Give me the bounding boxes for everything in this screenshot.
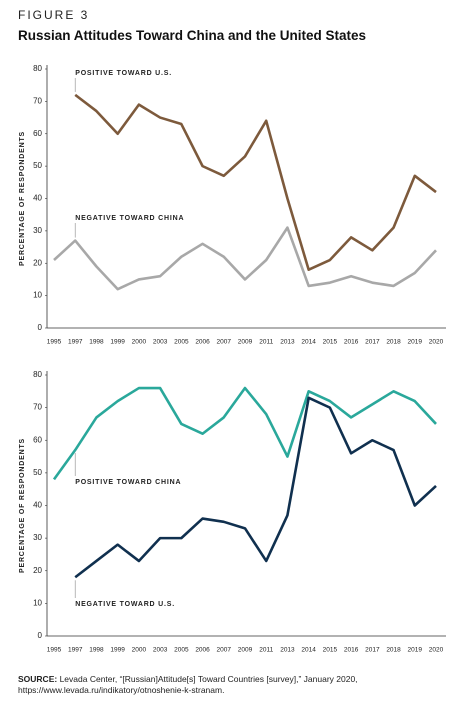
series-label: POSITIVE TOWARD U.S. (75, 70, 172, 77)
x-tick-label: 2009 (238, 339, 253, 346)
y-tick-label: 70 (33, 96, 42, 105)
series-label: NEGATIVE TOWARD CHINA (75, 215, 184, 222)
series-label: POSITIVE TOWARD CHINA (75, 479, 181, 486)
series-line (53, 226, 437, 291)
source-label: SOURCE: (18, 674, 58, 684)
x-tick-label: 1995 (47, 647, 62, 654)
y-tick-label: 20 (33, 566, 42, 575)
x-tick-label: 2000 (132, 647, 147, 654)
x-tick-label: 1997 (68, 647, 83, 654)
x-tick-label: 2015 (323, 339, 338, 346)
y-tick-label: 60 (33, 129, 42, 138)
x-tick-label: 2007 (217, 339, 232, 346)
x-tick-label: 2017 (365, 339, 380, 346)
y-axis-label: PERCENTAGE OF RESPONDENTS (19, 438, 26, 573)
x-tick-label: 1995 (47, 339, 62, 346)
x-tick-label: 2020 (429, 647, 444, 654)
x-tick-label: 2018 (386, 339, 401, 346)
x-tick-label: 2014 (301, 339, 316, 346)
y-tick-label: 50 (33, 161, 42, 170)
y-tick-label: 80 (33, 64, 42, 73)
x-tick-label: 2015 (323, 647, 338, 654)
source: SOURCE: Levada Center, “[Russian]Attitud… (18, 674, 458, 696)
x-tick-label: 1999 (110, 339, 125, 346)
x-tick-label: 1999 (110, 647, 125, 654)
y-tick-label: 10 (33, 598, 42, 607)
x-tick-label: 2016 (344, 339, 359, 346)
x-tick-label: 2005 (174, 339, 189, 346)
x-tick-label: 2011 (259, 647, 273, 654)
x-tick-label: 2014 (301, 647, 316, 654)
y-tick-label: 50 (33, 468, 42, 477)
y-tick-label: 10 (33, 291, 42, 300)
x-tick-label: 1998 (89, 647, 104, 654)
x-tick-label: 1997 (68, 339, 83, 346)
x-tick-label: 2009 (238, 647, 253, 654)
y-axis-label: PERCENTAGE OF RESPONDENTS (19, 131, 26, 266)
y-tick-label: 40 (33, 501, 42, 510)
y-tick-label: 40 (33, 194, 42, 203)
y-tick-label: 0 (38, 631, 43, 640)
figure-label: FIGURE 3 (18, 8, 90, 22)
y-tick-label: 30 (33, 533, 42, 542)
y-tick-label: 0 (38, 323, 43, 332)
x-tick-label: 2020 (429, 339, 444, 346)
x-tick-label: 2019 (408, 339, 423, 346)
x-tick-label: 1998 (89, 339, 104, 346)
series-line (52, 386, 437, 481)
x-tick-label: 2017 (365, 647, 380, 654)
x-tick-label: 2019 (408, 647, 423, 654)
x-tick-label: 2005 (174, 647, 189, 654)
x-tick-label: 2006 (195, 339, 210, 346)
source-text: Levada Center, “[Russian]Attitude[s] Tow… (18, 674, 358, 695)
series-label: NEGATIVE TOWARD U.S. (75, 601, 175, 608)
x-tick-label: 2000 (132, 339, 147, 346)
x-tick-label: 2018 (386, 647, 401, 654)
y-tick-label: 80 (33, 370, 42, 379)
y-tick-label: 20 (33, 258, 42, 267)
title: Russian Attitudes Toward China and the U… (18, 28, 367, 43)
x-tick-label: 2003 (153, 339, 168, 346)
x-tick-label: 2013 (280, 647, 295, 654)
y-tick-label: 60 (33, 435, 42, 444)
x-tick-label: 2003 (153, 647, 168, 654)
x-tick-label: 2007 (217, 647, 232, 654)
x-tick-label: 2013 (280, 339, 295, 346)
x-tick-label: 2006 (195, 647, 210, 654)
y-tick-label: 70 (33, 403, 42, 412)
x-tick-label: 2011 (259, 339, 273, 346)
series-line (74, 396, 437, 579)
series-line (74, 93, 437, 272)
x-tick-label: 2016 (344, 647, 359, 654)
y-tick-label: 30 (33, 226, 42, 235)
